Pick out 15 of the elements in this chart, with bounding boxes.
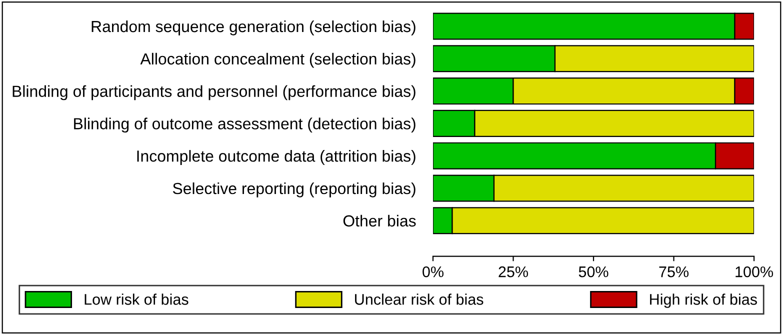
y-tick-label: Blinding of participants and personnel (performance bias) [12,85,416,100]
x-tick-label: 75% [659,266,689,278]
x-tick-label: 0% [422,266,444,278]
y-tick-label: Allocation concealment (selection bias) [140,52,416,68]
y-tick-label: Other bias [343,214,416,227]
y-tick-label: Selective reporting (reporting bias) [172,182,416,198]
y-tick-label: Blinding of outcome assessment (detection bias) [74,118,416,133]
x-tick-label: 25% [498,266,528,278]
y-tick-label: Random sequence generation (selection bias) [92,20,416,36]
legend-label: Low risk of bias [84,294,188,305]
x-tick-label: 50% [578,266,608,278]
legend-label: High risk of bias [650,294,757,308]
x-tick-label: 100% [736,266,774,278]
y-tick-label: Incomplete outcome data (attrition bias) [137,150,416,165]
legend-label: Unclear risk of bias [355,294,484,305]
